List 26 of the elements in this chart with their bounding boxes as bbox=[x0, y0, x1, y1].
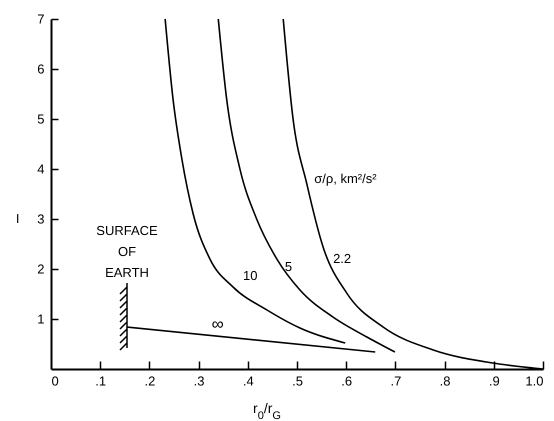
y-tick-label: 3 bbox=[37, 212, 44, 226]
x-tick-label: .9 bbox=[488, 374, 500, 388]
y-axis-title: I bbox=[16, 211, 20, 226]
x-tick-label: .5 bbox=[292, 374, 303, 388]
x-tick-label: .2 bbox=[144, 374, 156, 388]
annotation: SURFACE OF EARTH bbox=[96, 223, 158, 280]
series-label: 2.2 bbox=[333, 251, 352, 266]
x-axis-title: r$_{0}$/r$_{G}$ bbox=[253, 400, 281, 421]
y-tick-label: 7 bbox=[37, 12, 44, 26]
y-tick-label: 4 bbox=[37, 162, 44, 176]
y-tick-label: 1 bbox=[37, 312, 44, 326]
x-tick-label: 1.0 bbox=[525, 374, 544, 388]
x-tick-label: .6 bbox=[341, 374, 352, 388]
x-tick-label: 0 bbox=[52, 374, 59, 388]
annotation: σ/ρ, km²/s² bbox=[314, 171, 378, 186]
y-tick-label: 6 bbox=[37, 62, 44, 76]
series-label: 10 bbox=[243, 268, 258, 283]
series-label: 5 bbox=[284, 259, 292, 274]
x-tick-label: .3 bbox=[194, 374, 205, 388]
x-tick-label: .7 bbox=[390, 374, 402, 388]
x-tick-label: .1 bbox=[95, 374, 106, 388]
x-tick-label: .8 bbox=[440, 374, 451, 388]
x-tick-label: .4 bbox=[242, 374, 254, 388]
series-label: ∞ bbox=[212, 314, 224, 334]
y-tick-label: 5 bbox=[37, 112, 44, 126]
y-tick-label: 2 bbox=[37, 262, 44, 276]
